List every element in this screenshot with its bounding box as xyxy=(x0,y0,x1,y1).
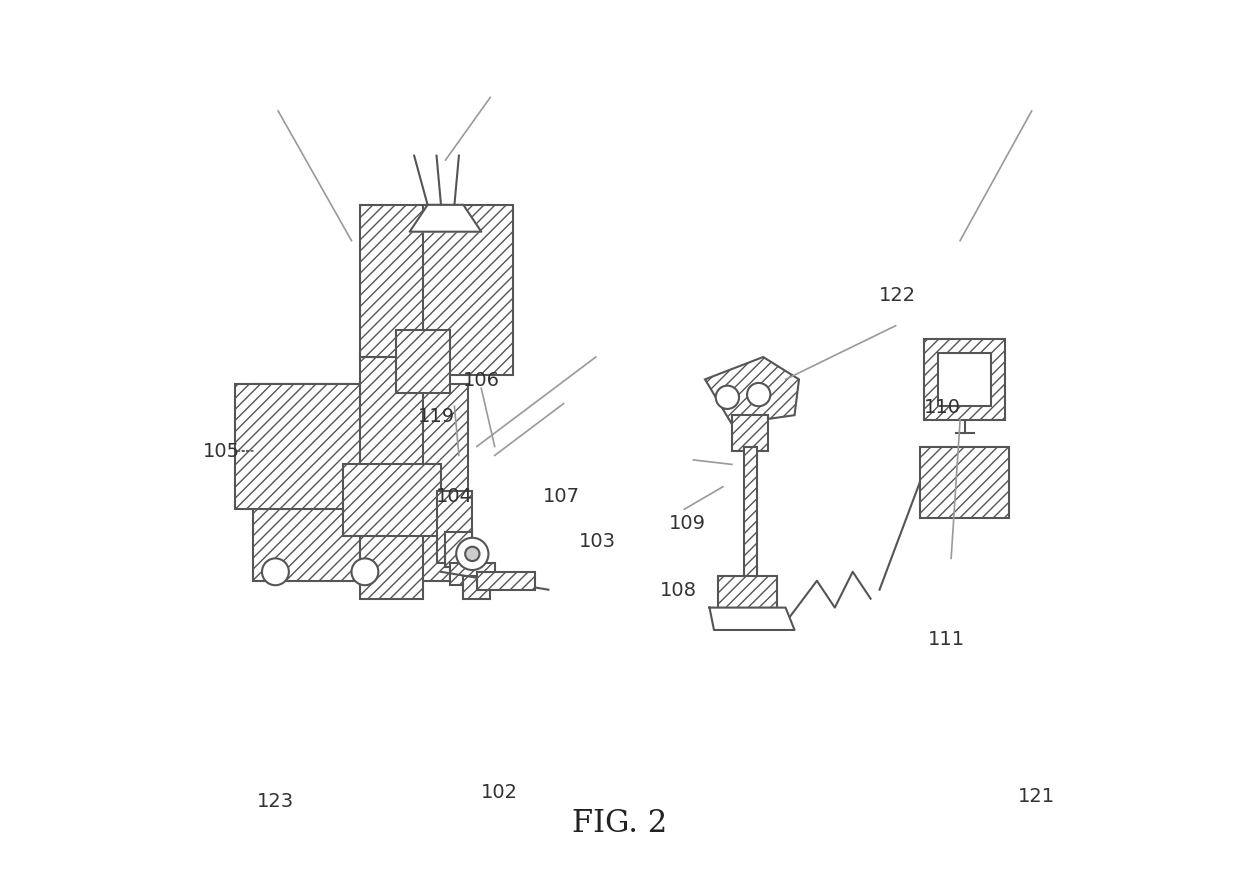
Text: 119: 119 xyxy=(418,406,455,426)
Text: 109: 109 xyxy=(668,513,706,533)
Text: 110: 110 xyxy=(924,397,961,417)
Polygon shape xyxy=(706,358,799,425)
Text: 122: 122 xyxy=(879,285,916,305)
Text: 121: 121 xyxy=(1018,786,1055,805)
Text: 103: 103 xyxy=(579,531,616,551)
Bar xyxy=(342,465,441,536)
Text: 105: 105 xyxy=(203,442,241,461)
Text: FIG. 2: FIG. 2 xyxy=(573,807,667,838)
Bar xyxy=(744,447,756,581)
Bar xyxy=(361,358,423,599)
Bar xyxy=(397,331,450,393)
Circle shape xyxy=(715,386,739,409)
Bar xyxy=(924,340,1004,420)
Circle shape xyxy=(351,559,378,586)
Text: 108: 108 xyxy=(660,580,697,600)
Bar xyxy=(436,492,472,563)
Bar xyxy=(464,577,490,599)
Bar xyxy=(718,577,776,608)
Text: 102: 102 xyxy=(481,781,517,801)
Bar xyxy=(477,572,534,590)
Text: 106: 106 xyxy=(463,370,500,390)
Circle shape xyxy=(746,384,770,407)
Bar xyxy=(450,563,495,586)
Text: 123: 123 xyxy=(257,790,294,810)
Bar xyxy=(361,206,441,358)
Text: 104: 104 xyxy=(436,486,472,506)
Bar xyxy=(920,447,1009,519)
Bar xyxy=(732,416,768,451)
Circle shape xyxy=(262,559,289,586)
Circle shape xyxy=(465,547,480,561)
Bar xyxy=(236,384,467,510)
Text: 111: 111 xyxy=(928,629,965,649)
Polygon shape xyxy=(709,608,795,630)
Polygon shape xyxy=(409,206,481,232)
Bar xyxy=(253,384,450,581)
Bar xyxy=(445,532,472,568)
Text: 107: 107 xyxy=(543,486,580,506)
Bar xyxy=(423,206,512,375)
Circle shape xyxy=(456,538,489,570)
Bar xyxy=(937,353,992,407)
